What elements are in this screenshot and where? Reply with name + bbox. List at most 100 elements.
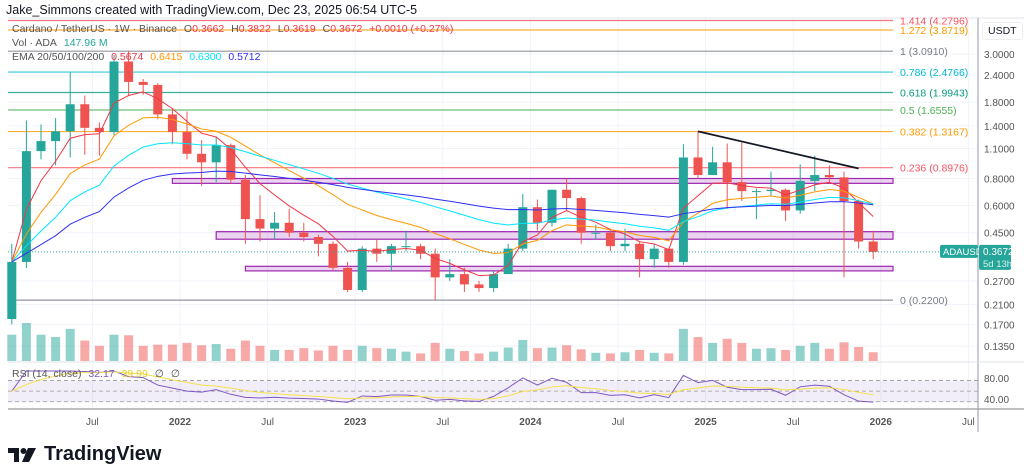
ohlc-close: C0.3672 [323, 23, 363, 35]
candle-body [547, 189, 557, 223]
price-axis-label: 0.4500 [984, 229, 1015, 240]
trendline [697, 130, 859, 170]
volume-bar [605, 353, 615, 361]
volume-bar [532, 348, 542, 361]
candle-body [810, 175, 820, 181]
candle-body [722, 162, 732, 183]
price-axis-label: 0.6000 [984, 202, 1015, 213]
candle-body [328, 243, 338, 268]
tradingview-logo[interactable]: TradingView [8, 443, 161, 466]
candle-body [167, 114, 177, 133]
volume-bar [751, 348, 761, 361]
price-axis-label: 0.8000 [984, 175, 1015, 186]
price-axis-label: 1.4000 [984, 122, 1015, 133]
candle-body [124, 61, 134, 82]
time-axis-label: Jul [86, 417, 99, 428]
time-axis-label: Jul [787, 417, 800, 428]
time-axis-label: 2024 [519, 417, 542, 428]
price-tag-value: 0.3672 [983, 247, 1014, 258]
volume-bar [547, 347, 557, 361]
volume-bar [372, 348, 382, 361]
candle-body [21, 151, 31, 262]
candle-body [605, 232, 615, 247]
candle-body [620, 243, 630, 247]
price-tag [979, 244, 1011, 270]
open-value: 0.3662 [192, 23, 225, 35]
close-value: 0.3672 [330, 23, 363, 35]
high-label: H [231, 23, 239, 35]
rsi-value: 32.17 [88, 368, 115, 380]
volume-bar [518, 339, 528, 361]
candle-body [576, 198, 586, 233]
low-value: 0.3619 [283, 23, 316, 35]
change-value: +0.0010 (+0.27%) [369, 23, 454, 35]
time-axis-label: 2023 [344, 417, 367, 428]
candle-body [343, 267, 353, 290]
time-axis-label: 2025 [694, 417, 717, 428]
volume-bar [51, 337, 61, 361]
rsi-axis-label: 80.00 [984, 374, 1009, 385]
candle-body [737, 182, 747, 192]
ema-line [11, 91, 874, 277]
candle-body [94, 127, 104, 133]
volume-bar [459, 351, 469, 361]
volume-bar [562, 345, 572, 361]
price-axis-label: 1.8000 [984, 98, 1015, 109]
fib-level-label: 0.5 (1.6555) [900, 105, 957, 117]
price-axis-label: 2.4000 [984, 71, 1015, 82]
ema200-value: 0.5712 [228, 51, 261, 63]
volume-bar [167, 344, 177, 361]
volume-bar [197, 345, 207, 361]
volume-bar [153, 344, 163, 361]
candle-body [445, 274, 455, 278]
candle-body [678, 157, 688, 262]
volume-bar [80, 340, 90, 361]
volume-bar [255, 345, 265, 361]
volume-bar [109, 334, 119, 361]
countdown-label: 5d 13h [983, 259, 1012, 270]
candle-body [854, 201, 864, 242]
time-axis-label: 2026 [870, 417, 893, 428]
currency-button[interactable]: USDT [982, 22, 1023, 40]
volume-bar [474, 353, 484, 361]
volume-bar [240, 340, 250, 361]
volume-label: Vol · ADA [12, 37, 57, 49]
time-axis-label: Jul [612, 417, 625, 428]
volume-bar [591, 352, 601, 361]
price-axis-label: 0.2100 [984, 301, 1015, 312]
support-resistance-zone [171, 177, 894, 184]
volume-bar [503, 347, 513, 361]
time-axis-label: Jul [962, 417, 975, 428]
volume-bar [824, 348, 834, 361]
candle-body [270, 222, 280, 229]
fib-level-label: 1 (3.0910) [900, 46, 948, 58]
brand-name: TradingView [44, 443, 162, 465]
price-axis-label: 0.1700 [984, 320, 1015, 331]
candle-body [766, 189, 776, 192]
price-axis-label: 0.2700 [984, 277, 1015, 288]
volume-bar [722, 338, 732, 361]
symbol-tag-text: ADAUSDT [943, 247, 989, 258]
volume-bar [343, 349, 353, 361]
tradingview-logo-icon [8, 447, 36, 462]
ema50-value: 0.6415 [150, 51, 183, 63]
rsi-extra-1: ∅ [154, 368, 164, 380]
candle-body [299, 232, 309, 237]
volume-bar [678, 328, 688, 361]
candle-body [489, 274, 499, 289]
candle-body [751, 191, 761, 193]
candle-body [708, 162, 718, 176]
candle-body [839, 177, 849, 202]
volume-bar [65, 328, 75, 361]
ohlc-low: L0.3619 [278, 23, 316, 35]
ema-line [11, 116, 874, 263]
time-axis-label: 2022 [169, 417, 192, 428]
candle-body [211, 145, 221, 163]
volume-bar [693, 337, 703, 361]
candle-body [153, 84, 163, 115]
candle-body [255, 219, 265, 229]
candle-body [357, 248, 367, 290]
ohlc-high: H0.3822 [231, 23, 271, 35]
symbol-tag [940, 244, 978, 258]
